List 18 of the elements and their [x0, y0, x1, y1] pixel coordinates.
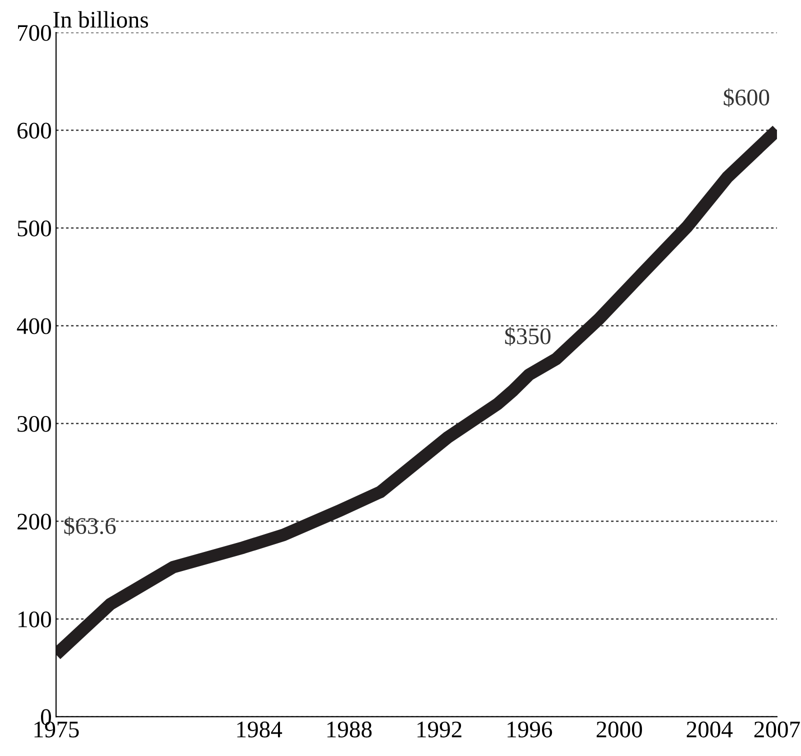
annotation: $63.6	[64, 516, 116, 536]
annotation: $350	[505, 326, 550, 346]
y-axis-title: In billions	[53, 11, 148, 28]
x-tick-label: 2000	[596, 722, 642, 738]
y-tick-label: 700	[18, 25, 52, 41]
annotation: $600	[724, 88, 770, 108]
y-tick-label: 500	[18, 220, 52, 236]
x-tick-label: 2007	[754, 722, 800, 738]
y-tick-label: 200	[18, 514, 52, 530]
y-tick-label: 600	[18, 122, 52, 139]
x-tick-label: 1988	[327, 722, 372, 738]
y-tick-label: 100	[18, 611, 52, 628]
y-tick-label: 400	[16, 318, 52, 334]
x-tick-label: 1996	[508, 722, 552, 738]
y-tick-label: 300	[18, 416, 52, 432]
x-tick-label: 1992	[418, 722, 462, 738]
x-tick-label: 1984	[237, 722, 282, 738]
x-tick-label: 2004	[686, 722, 733, 738]
